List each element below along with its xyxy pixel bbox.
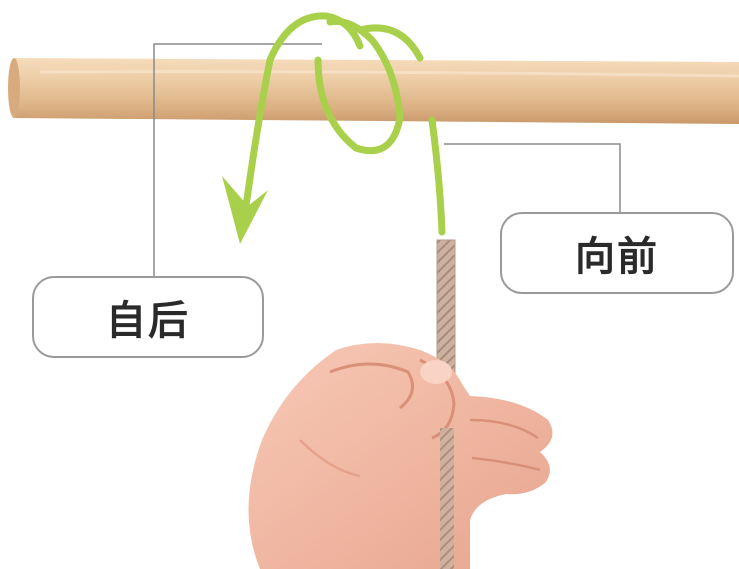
label-back-text: 自后 bbox=[106, 298, 190, 344]
rope-path-green bbox=[242, 12, 446, 236]
leader-line-front bbox=[444, 143, 621, 212]
wooden-pole bbox=[8, 58, 739, 124]
leader-lines bbox=[153, 43, 621, 276]
leader-line-back bbox=[153, 43, 322, 276]
label-back: 自后 bbox=[32, 276, 264, 358]
hand bbox=[248, 343, 553, 569]
label-front: 向前 bbox=[500, 212, 734, 294]
label-front-text: 向前 bbox=[575, 234, 659, 280]
arrow-head-icon bbox=[222, 176, 268, 244]
